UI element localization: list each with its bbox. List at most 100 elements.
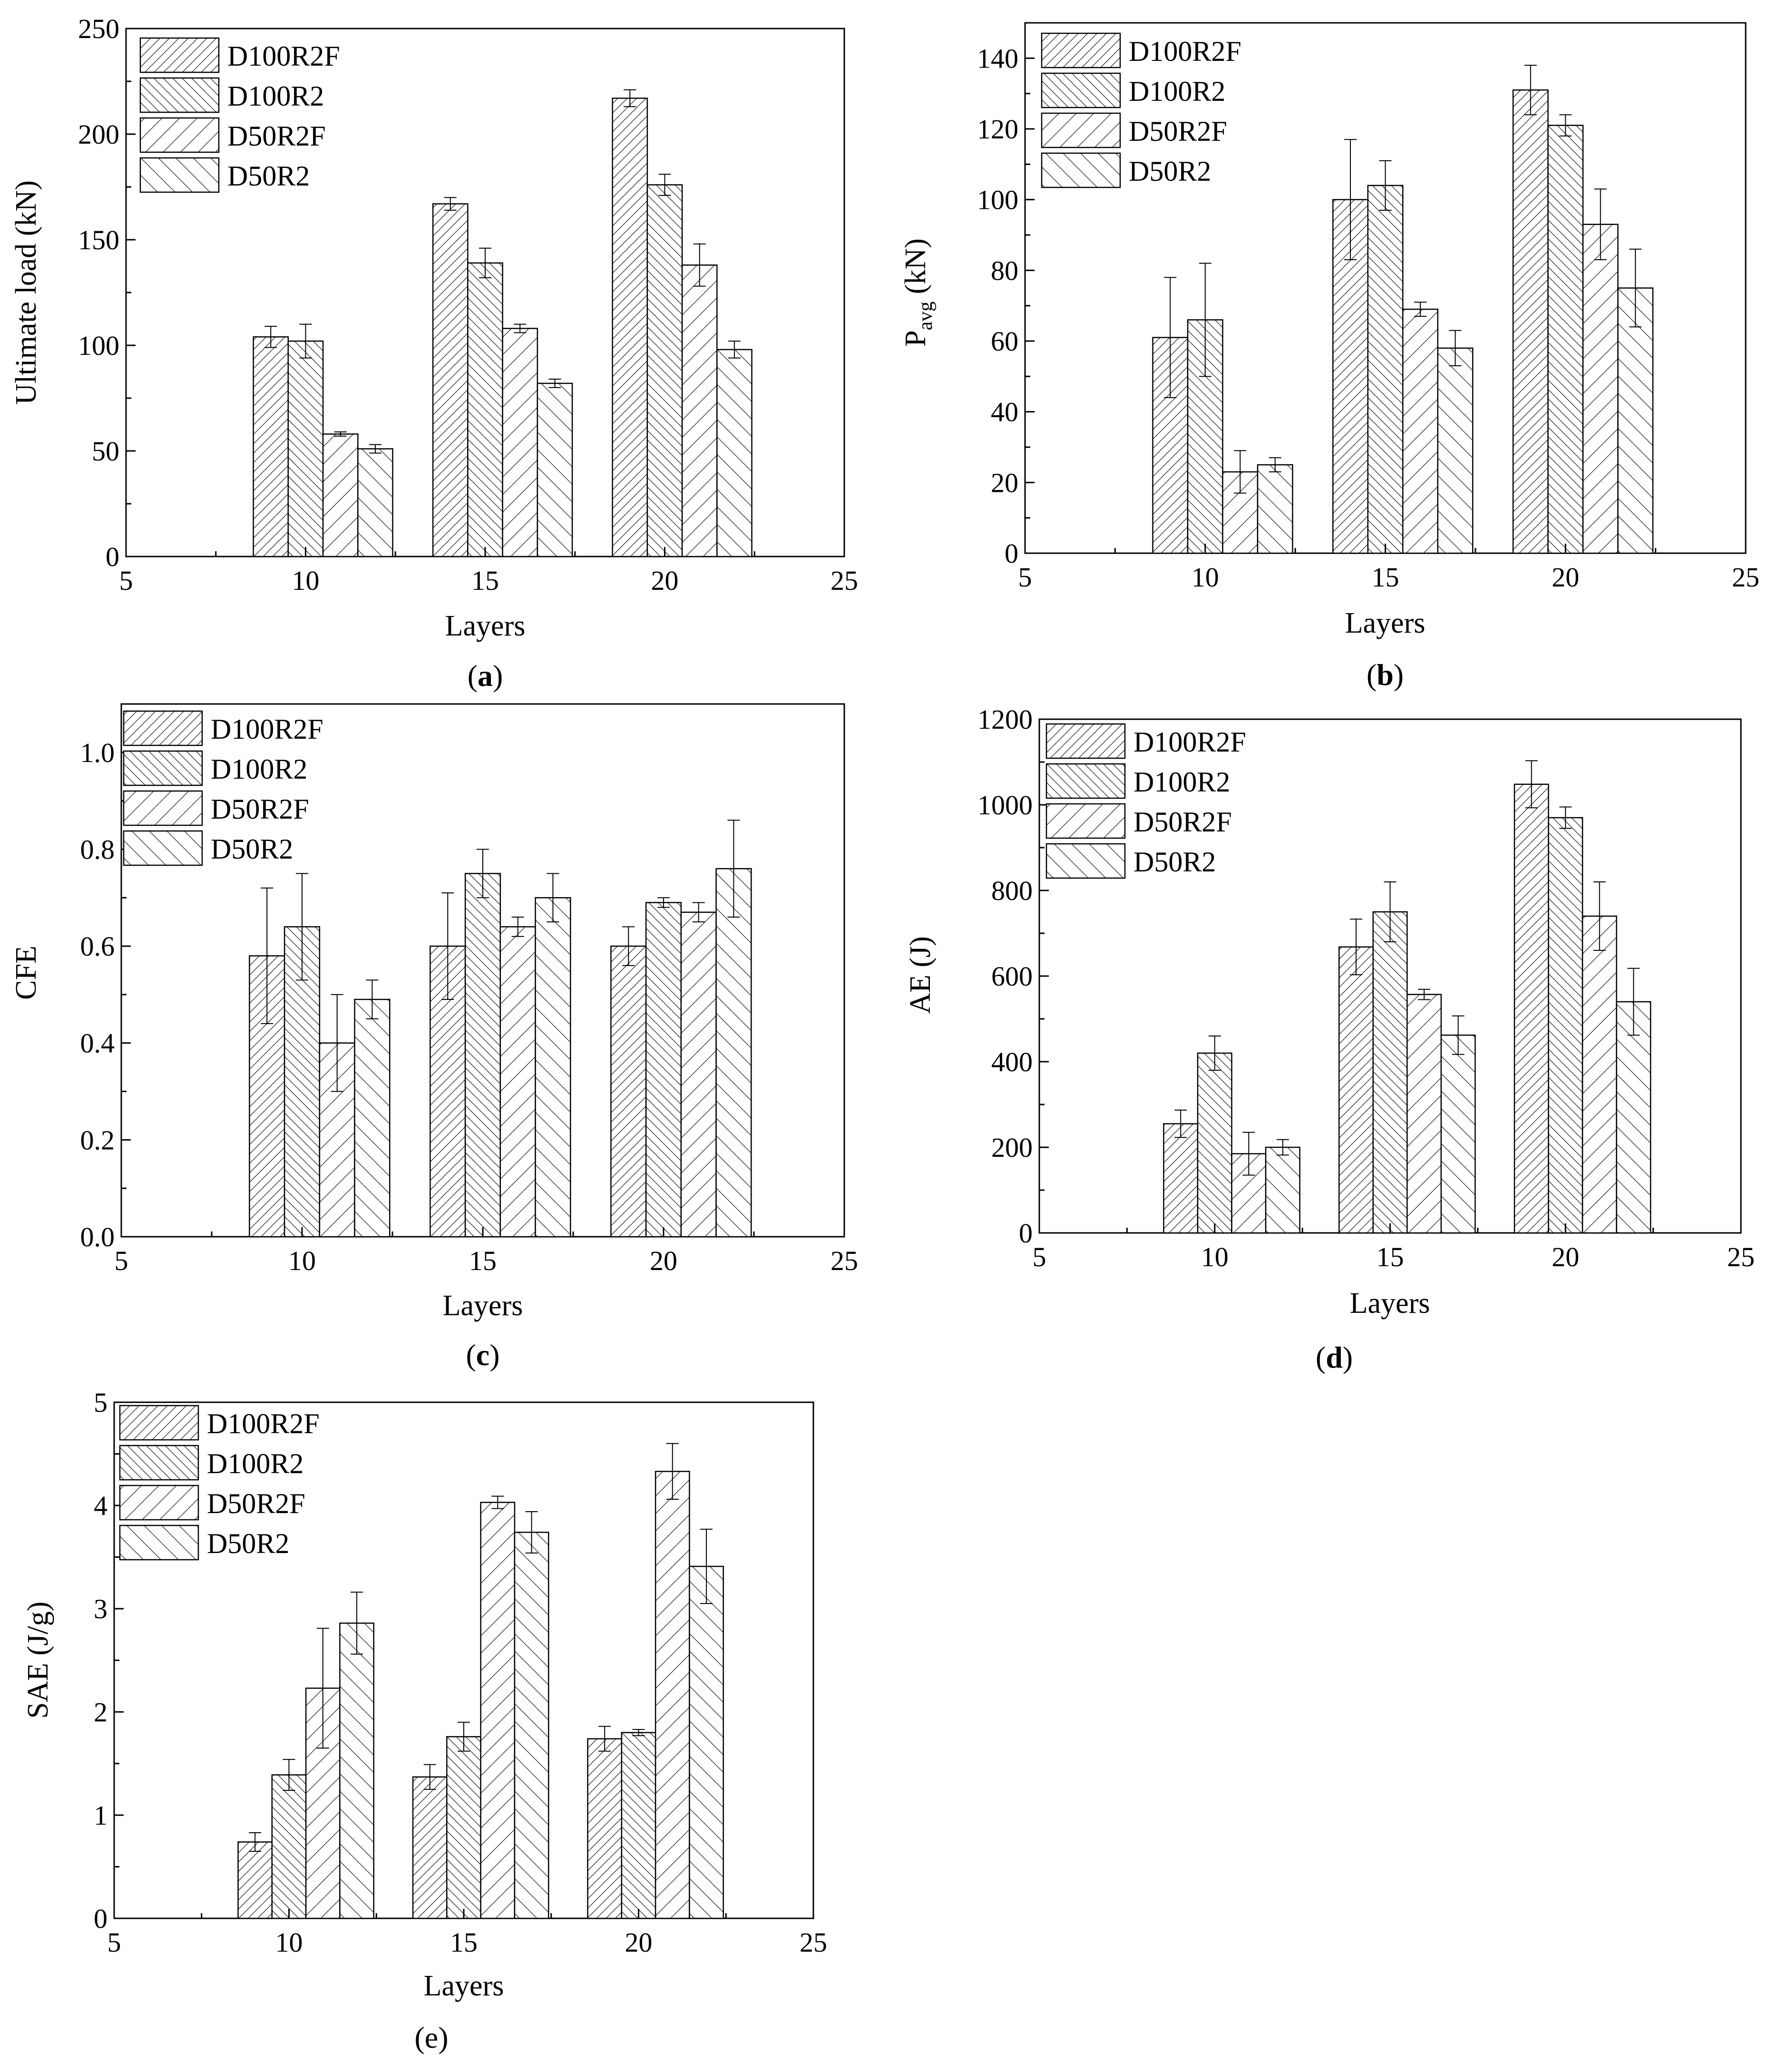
legend-label-D100R2: D100R2 — [207, 1448, 303, 1479]
bar-D50R2-10 — [357, 448, 393, 557]
bar-D100R2-20 — [1547, 125, 1584, 554]
legend-label-D50R2F: D50R2F — [227, 120, 326, 152]
legend-swatch-D100R2F — [119, 1405, 199, 1441]
legend-swatch-D100R2F — [1041, 32, 1121, 68]
bar-D100R2F-15 — [432, 203, 469, 557]
legend-label-D100R2: D100R2 — [211, 753, 307, 785]
x-tick-label-20: 20 — [651, 565, 679, 596]
y-tick-label-60: 60 — [991, 326, 1018, 357]
legend-label-D100R2F: D100R2F — [207, 1408, 320, 1439]
legend-label-D50R2: D50R2 — [207, 1528, 289, 1559]
legend-label-D50R2: D50R2 — [227, 160, 310, 192]
legend-swatch-D50R2F — [119, 1485, 199, 1521]
bar-D100R2F-20 — [612, 98, 648, 557]
panel-e-caption: (e) — [414, 2021, 448, 2054]
panel-e-caption-letter: e — [425, 2021, 438, 2054]
y-tick-label-0.0: 0.0 — [80, 1222, 115, 1252]
y-tick-label-150: 150 — [78, 225, 119, 255]
x-tick-label-15: 15 — [450, 1927, 478, 1958]
x-tick-label-15: 15 — [471, 565, 499, 596]
legend-swatch-D100R2 — [139, 77, 220, 113]
bar-D100R2-20 — [646, 184, 683, 557]
y-tick-label-100: 100 — [78, 330, 119, 361]
legend-label-D100R2: D100R2 — [1133, 766, 1230, 798]
bar-D50R2F-20 — [681, 264, 718, 557]
legend-label-D50R2F: D50R2F — [1129, 116, 1227, 147]
bar-D100R2-15 — [446, 1736, 481, 1919]
bar-D50R2F-10 — [1222, 471, 1259, 554]
panel-a-x-label: Layers — [445, 610, 526, 642]
y-tick-label-800: 800 — [991, 875, 1033, 906]
x-tick-label-5: 5 — [1033, 1241, 1046, 1272]
bar-D50R2F-20 — [1582, 224, 1619, 554]
panel-c-legend: D100R2F D100R2 D50R2F D50R2 — [123, 710, 323, 866]
bar-D50R2-20 — [689, 1565, 724, 1919]
panel-b-y-label: Pavg (kN) — [899, 238, 937, 347]
bar-D100R2F-20 — [1512, 89, 1549, 554]
x-tick-label-25: 25 — [1732, 562, 1759, 593]
panel-c-caption: (c) — [466, 1338, 499, 1372]
bar-D100R2-15 — [464, 873, 501, 1238]
y-tick-label-600: 600 — [991, 961, 1033, 992]
panel-c-caption-letter: c — [476, 1338, 489, 1372]
legend-swatch-D50R2F — [139, 117, 220, 153]
legend-label-D50R2F: D50R2F — [207, 1488, 305, 1519]
panel-e-y-label: SAE (J/g) — [22, 1602, 54, 1719]
bar-D100R2-10 — [1197, 1052, 1232, 1234]
x-tick-label-20: 20 — [1552, 1241, 1579, 1272]
y-tick-label-120: 120 — [977, 114, 1018, 145]
x-tick-label-5: 5 — [107, 1927, 121, 1958]
y-tick-label-20: 20 — [991, 467, 1018, 498]
legend-label-D100R2F: D100R2F — [211, 713, 323, 745]
legend-swatch-D50R2 — [123, 830, 203, 866]
bar-D50R2-20 — [1617, 287, 1654, 554]
panel-c-x-label: Layers — [443, 1290, 523, 1322]
legend-swatch-D50R2F — [123, 790, 203, 826]
bar-D100R2-15 — [1367, 185, 1404, 554]
bar-D50R2-15 — [1440, 1034, 1476, 1234]
y-tick-label-3: 3 — [94, 1593, 107, 1624]
legend-label-D100R2F: D100R2F — [227, 40, 340, 72]
panel-e: 5 10 15 20 25 0 1 2 3 4 5 D100R2F D100R2 D50R2F D50R2… — [22, 1387, 827, 2054]
panel-e-marks: 5 10 15 20 25 0 1 2 3 4 5 — [94, 1387, 827, 1958]
legend-swatch-D50R2 — [119, 1525, 199, 1561]
x-tick-label-25: 25 — [800, 1927, 827, 1958]
bar-D100R2-20 — [1548, 817, 1583, 1234]
bar-D50R2-20 — [715, 868, 752, 1238]
y-tick-label-140: 140 — [977, 43, 1018, 74]
panel-d-x-label: Layers — [1350, 1287, 1430, 1319]
bar-D100R2F-10 — [1163, 1123, 1199, 1234]
y-tick-label-0: 0 — [1005, 538, 1018, 569]
bar-D50R2F-20 — [680, 911, 717, 1238]
x-tick-label-10: 10 — [1201, 1241, 1229, 1272]
bar-D100R2F-15 — [412, 1776, 448, 1919]
panel-b-caption: (b) — [1367, 658, 1404, 692]
panel-b-x-label: Layers — [1345, 607, 1426, 639]
bar-D50R2-20 — [716, 349, 752, 557]
panel-b-y-label-sub: avg — [915, 302, 937, 331]
x-tick-label-15: 15 — [1372, 562, 1399, 593]
y-tick-label-0: 0 — [94, 1903, 107, 1934]
bar-D50R2-15 — [535, 897, 571, 1238]
panel-d-legend: D100R2F D100R2 D50R2F D50R2 — [1045, 723, 1246, 879]
y-tick-label-100: 100 — [977, 185, 1018, 215]
y-tick-label-0.2: 0.2 — [80, 1124, 115, 1155]
y-tick-label-1.0: 1.0 — [80, 737, 115, 768]
x-tick-label-25: 25 — [830, 565, 858, 596]
bar-D100R2F-10 — [237, 1841, 273, 1919]
bar-D100R2-10 — [271, 1774, 307, 1919]
y-tick-label-0.6: 0.6 — [80, 931, 115, 962]
y-tick-label-200: 200 — [78, 119, 119, 150]
legend-swatch-D100R2F — [1045, 723, 1126, 759]
bar-D50R2F-15 — [1402, 308, 1438, 554]
x-tick-label-25: 25 — [1727, 1241, 1755, 1272]
bar-D50R2F-10 — [305, 1687, 341, 1919]
legend-swatch-D100R2F — [123, 710, 203, 746]
y-tick-label-50: 50 — [92, 436, 119, 467]
y-tick-label-80: 80 — [991, 255, 1018, 286]
bar-D50R2-15 — [1437, 347, 1474, 554]
